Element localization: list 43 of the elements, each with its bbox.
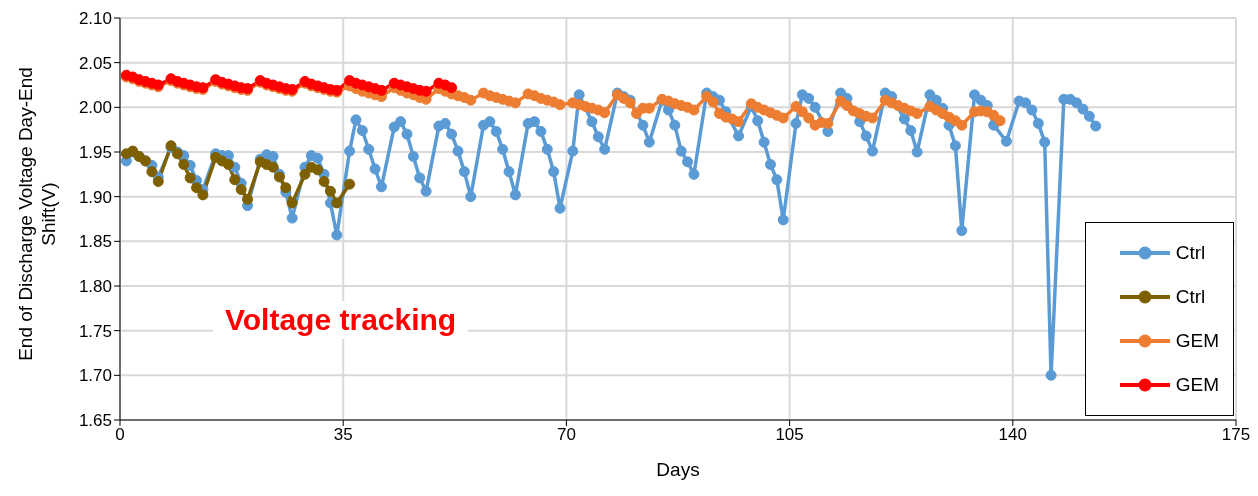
point [146, 166, 158, 178]
point [267, 161, 279, 173]
legend-label: GEM [1175, 330, 1219, 352]
legend-label: GEM [1175, 374, 1219, 396]
point [178, 159, 190, 171]
y-tick-label: 1.80 [78, 277, 112, 297]
y-tick-label: 1.90 [78, 187, 112, 207]
y-tick-label: 1.65 [78, 411, 112, 431]
point [286, 197, 298, 209]
point [280, 182, 292, 194]
annotation: Voltage tracking [213, 301, 469, 339]
point [331, 197, 343, 209]
x-tick-label: 70 [556, 425, 576, 445]
y-tick-label: 2.05 [78, 53, 112, 73]
point [344, 178, 356, 190]
x-tick-label: 175 [1221, 425, 1251, 445]
y-axis-title: End of Discharge Voltage Day-End Shift(V) [14, 66, 60, 363]
legend-label: Ctrl [1175, 286, 1206, 308]
point [242, 193, 254, 205]
point [318, 175, 330, 187]
point [299, 168, 311, 180]
point [235, 184, 247, 196]
point [324, 185, 336, 197]
x-tick-label: 35 [333, 425, 353, 445]
y-tick-label: 2.00 [78, 98, 112, 118]
y-tick-label: 1.70 [78, 366, 112, 386]
y-tick-label: 1.85 [78, 232, 112, 252]
point [446, 82, 458, 94]
y-tick-label: 1.75 [78, 321, 112, 341]
x-tick-label: 105 [775, 425, 804, 445]
x-tick-label: 140 [998, 425, 1027, 445]
point [229, 174, 241, 186]
x-tick-label: 0 [115, 425, 125, 445]
point [312, 164, 324, 176]
point [197, 189, 209, 201]
legend-label: Ctrl [1175, 242, 1206, 264]
point [222, 159, 234, 171]
point [184, 172, 196, 184]
point [152, 175, 164, 187]
y-tick-label: 2.10 [78, 9, 112, 29]
y-tick-label: 1.95 [78, 143, 112, 163]
point [191, 182, 203, 194]
x-axis-title: Days [656, 459, 700, 480]
